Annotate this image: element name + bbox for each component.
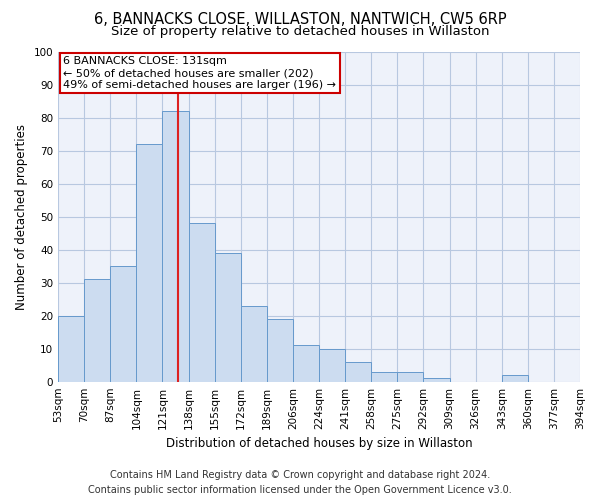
Text: 6 BANNACKS CLOSE: 131sqm
← 50% of detached houses are smaller (202)
49% of semi-: 6 BANNACKS CLOSE: 131sqm ← 50% of detach… <box>63 56 336 90</box>
Text: Size of property relative to detached houses in Willaston: Size of property relative to detached ho… <box>111 25 489 38</box>
Bar <box>397 372 424 382</box>
Bar <box>58 316 84 382</box>
Bar <box>267 319 293 382</box>
Bar <box>345 362 371 382</box>
Bar <box>319 348 345 382</box>
Bar <box>502 375 528 382</box>
Y-axis label: Number of detached properties: Number of detached properties <box>15 124 28 310</box>
Bar <box>241 306 267 382</box>
Text: 6, BANNACKS CLOSE, WILLASTON, NANTWICH, CW5 6RP: 6, BANNACKS CLOSE, WILLASTON, NANTWICH, … <box>94 12 506 28</box>
X-axis label: Distribution of detached houses by size in Willaston: Distribution of detached houses by size … <box>166 437 472 450</box>
Bar <box>110 266 136 382</box>
Bar <box>215 253 241 382</box>
Text: Contains HM Land Registry data © Crown copyright and database right 2024.
Contai: Contains HM Land Registry data © Crown c… <box>88 470 512 495</box>
Bar <box>371 372 397 382</box>
Bar <box>424 378 449 382</box>
Bar <box>84 280 110 382</box>
Bar <box>293 346 319 382</box>
Bar <box>188 223 215 382</box>
Bar <box>136 144 163 382</box>
Bar <box>163 111 188 382</box>
